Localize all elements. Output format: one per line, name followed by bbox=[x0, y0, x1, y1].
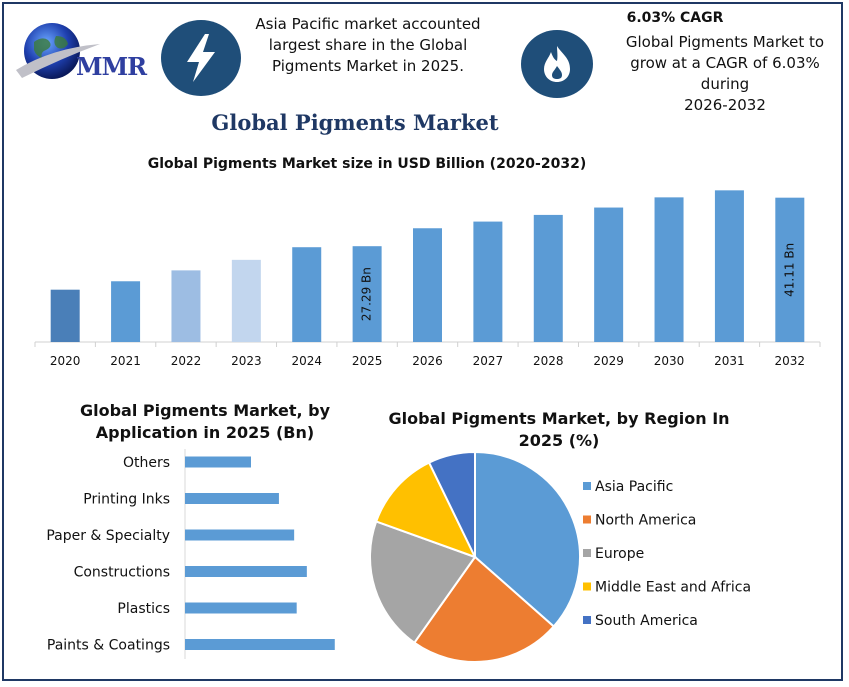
legend-swatch bbox=[583, 515, 591, 524]
legend-entry: Asia Pacific bbox=[595, 479, 673, 495]
callout-right-line: 2026-2032 bbox=[684, 96, 766, 114]
x-tick-label: 2027 bbox=[473, 354, 504, 368]
bar-data-label: 41.11 Bn bbox=[782, 243, 796, 297]
hbar-Paper & Specialty bbox=[185, 529, 295, 541]
bar-2024 bbox=[292, 247, 322, 342]
x-tick-label: 2031 bbox=[714, 354, 745, 368]
hbar-Printing Inks bbox=[185, 493, 279, 504]
x-tick-label: 2023 bbox=[231, 354, 262, 368]
hbar-Paints & Coatings bbox=[185, 639, 335, 650]
application-bar-chart: Others Printing Inks Paper & Specialty Cons… bbox=[46, 449, 335, 659]
legend-entry: North America bbox=[595, 513, 696, 529]
bar-2028 bbox=[533, 214, 563, 342]
logo-text: MMR bbox=[76, 52, 147, 81]
lightning-icon bbox=[161, 20, 241, 96]
bar-data-label: 27.29 Bn bbox=[360, 267, 374, 321]
pie-slice-North America bbox=[412, 555, 556, 663]
x-tick-label: 2022 bbox=[171, 354, 202, 368]
hbar-Plastics bbox=[185, 602, 297, 614]
callout-left-line: largest share in the Global bbox=[268, 36, 468, 54]
category-label: Constructions bbox=[74, 565, 170, 581]
category-label: Others bbox=[123, 455, 170, 471]
hbar-Others bbox=[185, 456, 251, 468]
pie-slice-South America bbox=[427, 450, 476, 558]
x-tick-label: 2021 bbox=[110, 354, 141, 368]
legend-entry: Middle East and Africa bbox=[595, 580, 751, 596]
pie-slice-Asia Pacific bbox=[474, 450, 581, 628]
main-title: Global Pigments Market bbox=[211, 110, 499, 135]
legend-swatch bbox=[583, 549, 591, 557]
legend-swatch bbox=[583, 482, 591, 490]
category-label: Plastics bbox=[117, 601, 170, 617]
hbar-Constructions bbox=[185, 566, 307, 577]
cagr-title: 6.03% CAGR bbox=[626, 10, 724, 26]
bar-2031 bbox=[714, 190, 744, 342]
legend-entry: South America bbox=[595, 613, 698, 629]
category-label: Paper & Specialty bbox=[46, 528, 170, 544]
x-tick-label: 2025 bbox=[352, 354, 383, 368]
x-tick-label: 2024 bbox=[291, 354, 322, 368]
region-chart-title: Global Pigments Market, by Region In 202… bbox=[384, 408, 734, 452]
bar-2020 bbox=[50, 289, 80, 342]
cagr-callout: Global Pigments Market to grow at a CAGR… bbox=[604, 32, 846, 116]
mmr-globe-logo bbox=[16, 23, 100, 79]
callout-left-line: Pigments Market in 2025. bbox=[272, 57, 464, 75]
callout-right-line: Global Pigments Market to bbox=[625, 33, 825, 51]
application-title-line: Global Pigments Market, by bbox=[79, 401, 331, 420]
callout-right-line: grow at a CAGR of 6.03% during bbox=[630, 54, 820, 93]
bar-2021 bbox=[111, 281, 141, 342]
bar-2030 bbox=[654, 197, 684, 342]
bar-2026 bbox=[413, 228, 442, 342]
x-tick-label: 2030 bbox=[654, 354, 685, 368]
bar-2022 bbox=[171, 270, 201, 342]
bar-2023 bbox=[231, 259, 261, 342]
pie-slice-Europe bbox=[369, 520, 477, 645]
x-tick-label: 2020 bbox=[50, 354, 81, 368]
category-label: Paints & Coatings bbox=[47, 638, 170, 654]
x-tick-label: 2032 bbox=[775, 354, 806, 368]
bar-2025 bbox=[352, 246, 382, 342]
x-tick-label: 2026 bbox=[412, 354, 443, 368]
asia-pacific-callout: Asia Pacific market accounted largest sh… bbox=[248, 14, 488, 77]
region-title-line: Global Pigments Market, by Region In bbox=[388, 409, 730, 428]
bar-2027 bbox=[473, 221, 503, 342]
region-pie-chart: Asia Pacific North America Europe Middle Ea… bbox=[369, 450, 751, 663]
flame-icon bbox=[521, 30, 593, 98]
application-chart-title: Global Pigments Market, by Application i… bbox=[60, 400, 350, 444]
market-size-bar-chart: 2020 2021 2022 2023 2024 2025 27.29 Bn 2026 2027… bbox=[34, 190, 821, 368]
category-label: Printing Inks bbox=[83, 492, 170, 508]
legend-swatch bbox=[583, 582, 591, 591]
legend-swatch bbox=[583, 616, 591, 624]
bar-2029 bbox=[594, 207, 624, 342]
x-tick-label: 2029 bbox=[593, 354, 624, 368]
bar-2032 bbox=[775, 197, 805, 342]
application-title-line: Application in 2025 (Bn) bbox=[95, 423, 315, 442]
legend-entry: Europe bbox=[595, 546, 644, 562]
x-tick-label: 2028 bbox=[533, 354, 564, 368]
pie-slice-Middle East and Africa bbox=[374, 461, 477, 559]
bar-chart-title: Global Pigments Market size in USD Billi… bbox=[147, 156, 587, 172]
callout-left-line: Asia Pacific market accounted bbox=[255, 15, 481, 33]
region-title-line: 2025 (%) bbox=[518, 431, 600, 450]
